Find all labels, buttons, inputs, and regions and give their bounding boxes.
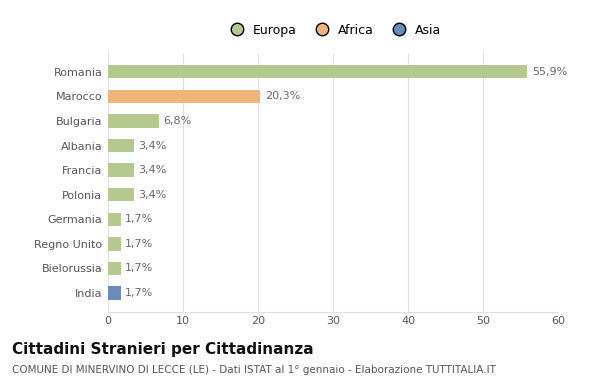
Text: 1,7%: 1,7% (125, 263, 154, 274)
Text: Cittadini Stranieri per Cittadinanza: Cittadini Stranieri per Cittadinanza (12, 342, 314, 357)
Text: 3,4%: 3,4% (138, 190, 166, 200)
Bar (108, 163, 133, 177)
Text: 1,7%: 1,7% (125, 288, 154, 298)
Text: COMUNE DI MINERVINO DI LECCE (LE) - Dati ISTAT al 1° gennaio - Elaborazione TUTT: COMUNE DI MINERVINO DI LECCE (LE) - Dati… (12, 365, 496, 375)
Bar (108, 114, 159, 128)
Bar (108, 65, 527, 79)
Bar (108, 237, 121, 251)
Text: 55,9%: 55,9% (532, 67, 567, 77)
Bar (108, 139, 133, 152)
Bar (108, 262, 121, 275)
Bar (108, 286, 121, 300)
Bar (108, 212, 121, 226)
Text: 20,3%: 20,3% (265, 91, 300, 101)
Bar (108, 188, 133, 201)
Bar (108, 90, 260, 103)
Legend: Europa, Africa, Asia: Europa, Africa, Asia (220, 19, 446, 42)
Text: 1,7%: 1,7% (125, 239, 154, 249)
Text: 1,7%: 1,7% (125, 214, 154, 224)
Text: 6,8%: 6,8% (163, 116, 192, 126)
Text: 3,4%: 3,4% (138, 165, 166, 175)
Text: 3,4%: 3,4% (138, 141, 166, 150)
